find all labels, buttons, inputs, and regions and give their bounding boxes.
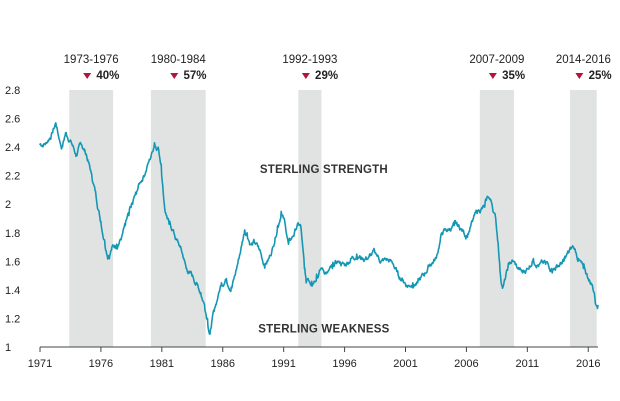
annotations: STERLING STRENGTH STERLING WEAKNESS: [258, 164, 389, 336]
x-tick-label: 2006: [454, 358, 478, 370]
period-label-4: 2014-2016: [556, 54, 611, 66]
period-drop-3: 35%: [499, 70, 525, 82]
annotation-1: STERLING WEAKNESS: [258, 324, 389, 336]
y-tick-label: 1: [5, 342, 11, 354]
x-tick-label: 1996: [332, 358, 356, 370]
y-axis-ticks: 1 1.2 1.4 1.6 1.8 2 2.2 2.4 2.6 2.8: [5, 85, 20, 354]
y-tick-label: 2: [5, 199, 11, 211]
down-triangle-icon: [83, 73, 92, 79]
period-label-1: 1980-1984: [151, 54, 207, 66]
x-tick-label: 2016: [576, 358, 600, 370]
period-band-4: [569, 90, 597, 347]
y-tick-label: 2.6: [5, 114, 20, 126]
period-label-2: 1992-1993: [282, 54, 337, 66]
x-tick-label: 2011: [516, 358, 540, 370]
period-drop-2: 29%: [312, 70, 338, 82]
y-tick-label: 1.8: [5, 228, 20, 240]
y-tick-label: 2.2: [5, 171, 20, 183]
annotation-0: STERLING STRENGTH: [260, 164, 388, 176]
x-tick-label: 2001: [393, 358, 417, 370]
down-triangle-icon: [170, 73, 179, 79]
y-tick-label: 1.6: [5, 256, 20, 268]
y-tick-label: 1.2: [5, 313, 20, 325]
period-band-0: [69, 90, 114, 347]
period-band-3: [479, 90, 514, 347]
period-label-0: 1973-1976: [64, 54, 119, 66]
x-tick-label: 1991: [271, 358, 295, 370]
down-triangle-icon: [301, 73, 310, 79]
period-band-2: [298, 90, 322, 347]
period-band-1: [150, 90, 206, 347]
x-tick-label: 1971: [28, 358, 52, 370]
y-tick-label: 1.4: [5, 285, 20, 297]
period-drop-4: 25%: [585, 70, 611, 82]
down-triangle-icon: [488, 73, 497, 79]
y-tick-label: 2.4: [5, 142, 20, 154]
down-triangle-icon: [575, 73, 584, 79]
period-label-3: 2007-2009: [469, 54, 524, 66]
period-bands: [69, 90, 597, 347]
period-drop-1: 57%: [180, 70, 206, 82]
period-drop-0: 40%: [93, 70, 119, 82]
period-labels: 1973-1976 40% 1980-1984 57% 1992-1993 29% 2…: [64, 54, 612, 82]
x-axis-ticks: 1971 1976 1981 1986 1991 1996 2001 2006 2011 2016: [28, 347, 600, 370]
y-tick-label: 2.8: [5, 85, 20, 97]
x-tick-label: 1981: [150, 358, 174, 370]
series-line: [39, 122, 599, 335]
x-tick-label: 1976: [89, 358, 113, 370]
x-tick-label: 1986: [211, 358, 235, 370]
